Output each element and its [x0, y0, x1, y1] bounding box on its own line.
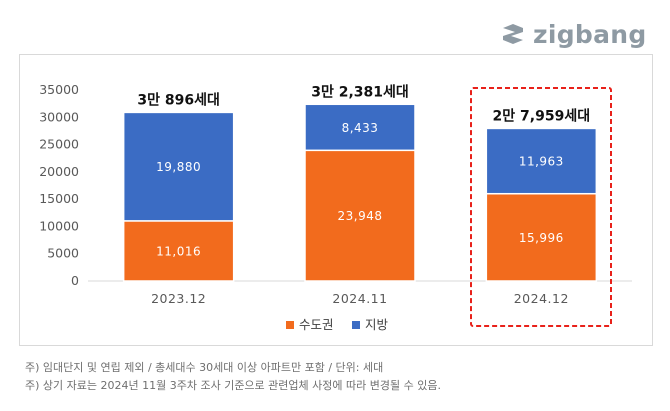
x-tick-label: 2024.11	[332, 291, 387, 306]
total-label: 3만 896세대	[137, 92, 219, 108]
data-label: 15,996	[519, 231, 564, 245]
bar-region	[485, 127, 598, 195]
logo: zigbang	[499, 14, 659, 54]
bar-metro	[304, 149, 416, 282]
footnotes: 주) 임대단지 및 연립 제외 / 총세대수 30세대 이상 아파트만 포함 /…	[25, 359, 665, 395]
legend-swatch	[352, 321, 360, 329]
data-label: 11,016	[156, 244, 201, 258]
data-label: 23,948	[338, 209, 383, 223]
zigbang-logo-icon	[503, 24, 523, 44]
y-tick-label: 35000	[39, 82, 79, 97]
total-label: 3만 2,381세대	[311, 84, 409, 100]
legend-swatch	[286, 321, 294, 329]
y-tick-label: 10000	[39, 218, 79, 233]
bar-metro	[485, 192, 598, 282]
logo-text: zigbang	[533, 19, 647, 49]
y-tick-label: 30000	[39, 109, 79, 124]
total-label: 2만 7,959세대	[493, 108, 591, 124]
data-label: 8,433	[342, 121, 379, 135]
stacked-bar-chart: 0 5000 10000 15000 20000 25000 30000 35000 11,01…	[39, 82, 632, 332]
y-tick-label: 25000	[39, 137, 79, 152]
x-tick-label: 2023.12	[151, 291, 206, 306]
footnote-1: 주) 임대단지 및 연립 제외 / 총세대수 30세대 이상 아파트만 포함 /…	[25, 361, 384, 374]
y-tick-label: 5000	[47, 246, 79, 261]
data-label: 11,963	[519, 155, 564, 169]
legend-label: 수도권	[299, 317, 334, 332]
y-tick-label: 15000	[39, 191, 79, 206]
y-tick-label: 0	[71, 273, 79, 288]
bar-region	[122, 111, 235, 222]
bar-region	[304, 103, 416, 152]
highlight-box	[470, 87, 612, 327]
y-tick-label: 20000	[39, 164, 79, 179]
footnote-2: 주) 상기 자료는 2024년 11월 3주차 조사 기준으로 관련업체 사정에…	[25, 379, 441, 392]
x-tick-label: 2024.12	[514, 291, 569, 306]
legend-label: 지방	[365, 317, 389, 332]
data-label: 19,880	[156, 160, 201, 174]
